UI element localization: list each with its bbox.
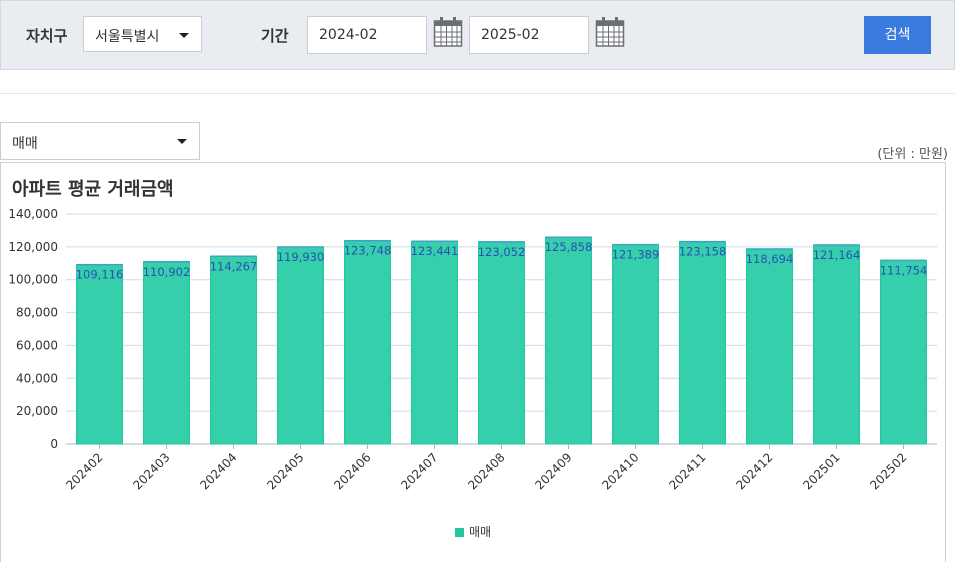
- bar: [880, 259, 927, 445]
- x-tick-label: 202412: [733, 450, 775, 492]
- bar: [143, 261, 190, 445]
- bar-chart: 0 20,000 40,000 60,000 80,000 100,000 120,000 1…: [8, 207, 937, 493]
- divider: [0, 93, 955, 94]
- data-label: 119,930: [277, 250, 325, 264]
- chevron-down-icon: [179, 33, 189, 38]
- end-date-input[interactable]: 2025-02: [469, 16, 589, 54]
- bar: [210, 255, 257, 445]
- y-tick-label: 60,000: [16, 338, 58, 352]
- data-label: 123,052: [478, 245, 526, 259]
- x-tick-label: 202405: [264, 450, 306, 492]
- y-tick-label: 20,000: [16, 404, 58, 418]
- data-label: 123,748: [344, 244, 392, 258]
- data-label: 109,116: [76, 268, 124, 282]
- filter-bar: 자치구 서울특별시 기간 2024-02 2025-02 검색: [0, 0, 955, 70]
- unit-label: (단위 : 만원): [877, 147, 948, 162]
- bar: [545, 236, 592, 445]
- legend-swatch: [455, 528, 464, 537]
- x-tick-label: 202411: [666, 450, 708, 492]
- x-tick-label: 202402: [63, 450, 105, 492]
- chart-legend[interactable]: 매매: [455, 523, 491, 540]
- transaction-type-value: 매매: [12, 136, 38, 152]
- bar: [813, 244, 860, 445]
- data-label: 123,441: [411, 244, 459, 258]
- data-label: 111,754: [880, 263, 928, 277]
- transaction-type-select[interactable]: 매매: [0, 122, 200, 160]
- x-tick-label: 202407: [398, 450, 440, 492]
- bar: [76, 264, 123, 445]
- y-tick-label: 40,000: [16, 371, 58, 385]
- bar: [277, 246, 324, 445]
- y-tick-label: 0: [50, 437, 58, 451]
- x-tick-label: 202501: [800, 450, 842, 492]
- bar: [612, 244, 659, 445]
- chart-title: 아파트 평균 거래금액: [12, 179, 174, 200]
- region-select[interactable]: 서울특별시: [83, 16, 202, 52]
- search-button[interactable]: 검색: [864, 16, 931, 54]
- bar: [478, 241, 525, 445]
- x-tick-label: 202408: [465, 450, 507, 492]
- region-value: 서울특별시: [95, 29, 160, 45]
- y-tick-label: 80,000: [16, 306, 58, 320]
- data-label: 125,858: [545, 240, 593, 254]
- x-tick-label: 202410: [599, 450, 641, 492]
- start-date-input[interactable]: 2024-02: [307, 16, 427, 54]
- bar: [344, 240, 391, 445]
- region-label: 자치구: [26, 27, 68, 45]
- data-label: 123,158: [679, 245, 727, 259]
- x-tick-label: 202406: [331, 450, 373, 492]
- bar: [679, 241, 726, 445]
- y-tick-label: 120,000: [8, 240, 58, 254]
- data-label: 118,694: [746, 252, 794, 266]
- legend-label: 매매: [469, 525, 492, 539]
- x-tick-label: 202502: [867, 450, 909, 492]
- period-label: 기간: [261, 27, 289, 45]
- data-label: 121,164: [813, 248, 861, 262]
- end-date-value: 2025-02: [481, 27, 540, 43]
- calendar-icon[interactable]: [433, 16, 463, 48]
- chevron-down-icon: [177, 139, 187, 144]
- calendar-icon[interactable]: [595, 16, 625, 48]
- bar: [411, 240, 458, 445]
- bar: [746, 248, 793, 445]
- start-date-value: 2024-02: [319, 27, 378, 43]
- x-tick-label: 202404: [197, 450, 239, 492]
- y-tick-label: 140,000: [8, 207, 58, 221]
- data-label: 114,267: [210, 259, 258, 273]
- x-tick-label: 202403: [130, 450, 172, 492]
- data-label: 121,389: [612, 248, 660, 262]
- y-tick-label: 100,000: [8, 273, 58, 287]
- data-label: 110,902: [143, 265, 191, 279]
- x-tick-label: 202409: [532, 450, 574, 492]
